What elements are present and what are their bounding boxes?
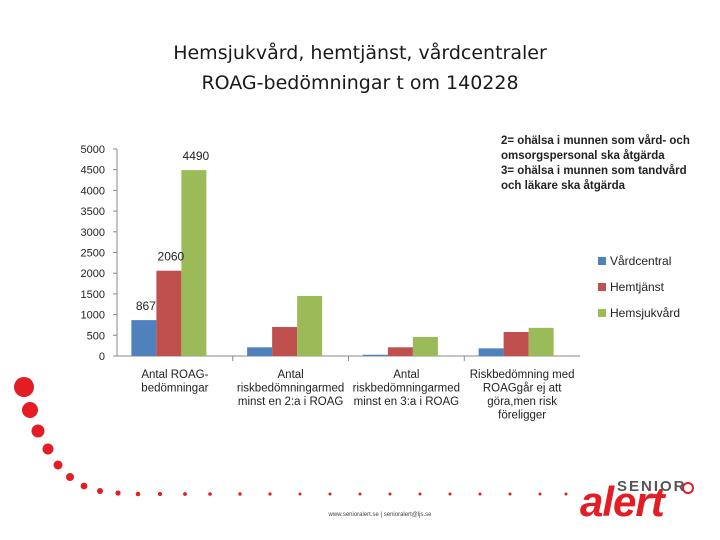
data-label: 867 bbox=[136, 299, 156, 313]
bar-vårdcentral bbox=[247, 347, 273, 356]
bar-hemtjänst bbox=[272, 327, 298, 356]
slide-title-line2: ROAG-bedömningar t om 140228 bbox=[201, 72, 519, 94]
y-tick-label: 4500 bbox=[81, 165, 105, 177]
brand-dot bbox=[508, 492, 512, 496]
brand-dot bbox=[97, 488, 103, 494]
bar-vårdcentral bbox=[131, 320, 157, 356]
category-label: Antal ROAG-bedömningar bbox=[141, 369, 208, 395]
bar-hemtjänst bbox=[156, 270, 182, 356]
category-label: Antal riskbedömningarmed minst en 2:a i RO… bbox=[237, 369, 344, 408]
slide-title-line1: Hemsjukvård, hemtjänst, vårdcentraler bbox=[173, 42, 547, 64]
brand-dot bbox=[14, 377, 34, 397]
bar-hemsjukvård bbox=[297, 295, 323, 356]
logo-alert-text: alert bbox=[580, 478, 665, 525]
data-label: 2060 bbox=[158, 250, 185, 264]
annotation-line: 3= ohälsa i munnen som tandvård bbox=[501, 165, 687, 177]
brand-dot bbox=[564, 492, 568, 496]
y-tick-label: 3500 bbox=[81, 206, 105, 218]
brand-dot bbox=[115, 490, 121, 496]
category-label: Riskbedömning med ROAGgår ej att göra,men … bbox=[470, 369, 575, 422]
legend-swatch bbox=[598, 309, 606, 317]
bar-hemsjukvård bbox=[528, 327, 554, 356]
y-tick-label: 500 bbox=[87, 330, 105, 342]
category-label: Antal riskbedömningarmed minst en 3:a i RO… bbox=[353, 369, 460, 408]
legend-label: Hemsjukvård bbox=[610, 306, 680, 320]
brand-dot bbox=[268, 492, 272, 496]
brand-dot bbox=[478, 492, 482, 496]
bar-hemtjänst bbox=[503, 331, 529, 356]
brand-dot bbox=[298, 492, 302, 496]
logo-ring-icon bbox=[682, 482, 694, 494]
brand-dot bbox=[135, 491, 141, 497]
annotation-line: omsorgspersonal ska åtgärda bbox=[501, 150, 665, 162]
y-tick-label: 2000 bbox=[81, 268, 105, 280]
brand-dot bbox=[208, 492, 212, 496]
y-tick-label: 1500 bbox=[81, 289, 105, 301]
brand-dot bbox=[157, 491, 163, 497]
brand-dot bbox=[538, 492, 542, 496]
bar-vårdcentral bbox=[478, 348, 504, 356]
brand-dot bbox=[388, 492, 392, 496]
annotation-line: 2= ohälsa i munnen som vård- och bbox=[501, 135, 690, 147]
brand-dot bbox=[22, 402, 38, 418]
y-tick-label: 3000 bbox=[81, 227, 105, 239]
y-tick-label: 4000 bbox=[81, 185, 105, 197]
legend-label: Vårdcentral bbox=[610, 254, 671, 268]
footer-contact: www.senioralert.se | senioralert@ljs.se bbox=[328, 512, 432, 518]
bar-hemsjukvård bbox=[412, 336, 438, 356]
data-label: 4490 bbox=[183, 149, 210, 163]
brand-dot bbox=[418, 492, 422, 496]
brand-dot bbox=[80, 482, 88, 490]
brand-dot bbox=[31, 424, 45, 438]
logo-senior-text: SENIOR bbox=[617, 478, 687, 495]
bar-vårdcentral bbox=[362, 354, 388, 356]
brand-dot bbox=[66, 473, 74, 481]
brand-dot bbox=[358, 492, 362, 496]
legend-label: Hemtjänst bbox=[610, 280, 665, 294]
annotation-line: och läkare ska åtgärda bbox=[501, 180, 626, 192]
brand-dot bbox=[328, 492, 332, 496]
legend-swatch bbox=[598, 283, 606, 291]
y-tick-label: 5000 bbox=[81, 144, 105, 156]
brand-dot bbox=[448, 492, 452, 496]
y-tick-label: 1000 bbox=[81, 310, 105, 322]
bar-hemsjukvård bbox=[181, 170, 207, 356]
brand-dot bbox=[42, 443, 54, 455]
y-tick-label: 0 bbox=[99, 351, 105, 363]
y-tick-label: 2500 bbox=[81, 248, 105, 260]
brand-dot bbox=[53, 460, 63, 470]
brand-dot bbox=[183, 492, 187, 496]
brand-dot bbox=[238, 492, 242, 496]
bar-hemtjänst bbox=[387, 347, 413, 356]
legend-swatch bbox=[598, 257, 606, 265]
